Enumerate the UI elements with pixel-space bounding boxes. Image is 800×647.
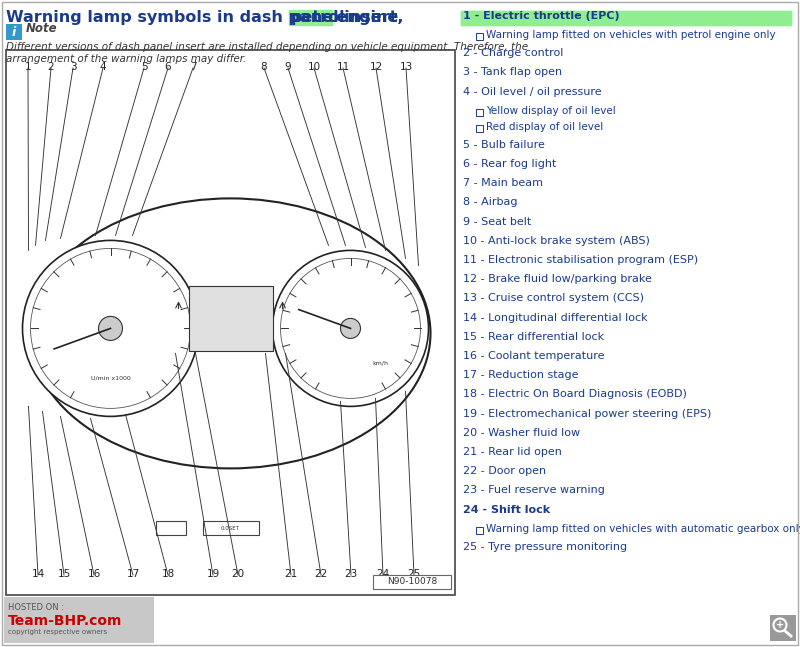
Circle shape: [98, 316, 122, 340]
Bar: [476, 527, 483, 534]
Text: 13 - Cruise control system (CCS): 13 - Cruise control system (CCS): [463, 293, 644, 303]
Bar: [476, 109, 483, 116]
Text: U/min x1000: U/min x1000: [90, 376, 130, 381]
Text: 3 - Tank flap open: 3 - Tank flap open: [463, 67, 562, 78]
Text: 11: 11: [336, 62, 350, 72]
Text: Warning lamp symbols in dash panel insert,: Warning lamp symbols in dash panel inser…: [6, 10, 409, 25]
Bar: [476, 33, 483, 40]
Text: copyright respective owners: copyright respective owners: [8, 629, 107, 635]
Bar: [189, 287, 273, 351]
Text: 1: 1: [25, 62, 31, 72]
Bar: [476, 125, 483, 132]
Text: i: i: [12, 25, 16, 39]
Text: arrangement of the warning lamps may differ.: arrangement of the warning lamps may dif…: [6, 54, 246, 64]
Text: 17: 17: [126, 569, 140, 579]
Circle shape: [341, 318, 361, 338]
Text: 21 - Rear lid open: 21 - Rear lid open: [463, 447, 562, 457]
Circle shape: [30, 248, 190, 408]
Text: 7 - Main beam: 7 - Main beam: [463, 178, 543, 188]
Circle shape: [281, 258, 421, 399]
Text: 7: 7: [190, 62, 196, 72]
Text: 6 - Rear fog light: 6 - Rear fog light: [463, 159, 556, 169]
Text: 16 - Coolant temperature: 16 - Coolant temperature: [463, 351, 605, 361]
Bar: [4, 597, 154, 643]
Text: 22: 22: [314, 569, 328, 579]
Text: 2 - Charge control: 2 - Charge control: [463, 48, 563, 58]
Text: 23 - Fuel reserve warning: 23 - Fuel reserve warning: [463, 485, 605, 496]
Text: 8: 8: [261, 62, 267, 72]
Text: 15 - Rear differential lock: 15 - Rear differential lock: [463, 332, 604, 342]
Text: Note: Note: [26, 23, 58, 36]
Text: 4 - Oil level / oil pressure: 4 - Oil level / oil pressure: [463, 87, 602, 96]
Bar: [461, 11, 791, 25]
Text: 14: 14: [31, 569, 45, 579]
Text: 25: 25: [407, 569, 421, 579]
Text: +: +: [776, 620, 784, 630]
Text: 4: 4: [100, 62, 106, 72]
Bar: [461, 11, 791, 25]
Text: 24 - Shift lock: 24 - Shift lock: [463, 505, 550, 514]
Text: 12 - Brake fluid low/parking brake: 12 - Brake fluid low/parking brake: [463, 274, 652, 284]
Text: Warning lamp fitted on vehicles with petrol engine only: Warning lamp fitted on vehicles with pet…: [486, 30, 776, 40]
Text: N90-10078: N90-10078: [387, 578, 437, 586]
Text: 21: 21: [284, 569, 298, 579]
Text: 20 - Washer fluid low: 20 - Washer fluid low: [463, 428, 580, 438]
Text: Warning lamp fitted on vehicles with automatic gearbox only: Warning lamp fitted on vehicles with aut…: [486, 524, 800, 534]
Text: Different versions of dash panel insert are installed depending on vehicle equip: Different versions of dash panel insert …: [6, 42, 528, 52]
Text: 19 - Electromechanical power steering (EPS): 19 - Electromechanical power steering (E…: [463, 409, 711, 419]
Text: 19: 19: [206, 569, 220, 579]
Bar: [770, 615, 796, 641]
Text: 23: 23: [344, 569, 358, 579]
Text: 12: 12: [370, 62, 382, 72]
Text: 14 - Longitudinal differential lock: 14 - Longitudinal differential lock: [463, 313, 648, 323]
Text: 3: 3: [70, 62, 76, 72]
Text: 5: 5: [141, 62, 147, 72]
Text: Yellow display of oil level: Yellow display of oil level: [486, 106, 616, 116]
Text: 9: 9: [285, 62, 291, 72]
Circle shape: [273, 250, 429, 406]
Ellipse shape: [30, 199, 430, 468]
Text: 15: 15: [58, 569, 70, 579]
Text: 9 - Seat belt: 9 - Seat belt: [463, 217, 531, 226]
Text: 0.0SET: 0.0SET: [221, 525, 240, 531]
Text: 24: 24: [376, 569, 390, 579]
Text: 10 - Anti-lock brake system (ABS): 10 - Anti-lock brake system (ABS): [463, 236, 650, 246]
Text: 11 - Electronic stabilisation program (ESP): 11 - Electronic stabilisation program (E…: [463, 255, 698, 265]
Bar: [6, 50, 455, 595]
Text: 6: 6: [165, 62, 171, 72]
Text: 17 - Reduction stage: 17 - Reduction stage: [463, 370, 578, 380]
Text: 25 - Tyre pressure monitoring: 25 - Tyre pressure monitoring: [463, 542, 627, 552]
Circle shape: [22, 241, 198, 417]
Text: 22 - Door open: 22 - Door open: [463, 466, 546, 476]
Text: 20: 20: [231, 569, 245, 579]
Text: Team-BHP.com: Team-BHP.com: [8, 614, 122, 628]
Text: 5 - Bulb failure: 5 - Bulb failure: [463, 140, 545, 150]
Bar: [373, 575, 451, 589]
Bar: [289, 10, 333, 25]
Text: 18 - Electric On Board Diagnosis (EOBD): 18 - Electric On Board Diagnosis (EOBD): [463, 389, 687, 399]
Text: engine: engine: [331, 10, 398, 25]
Bar: [155, 521, 186, 535]
Text: km/h: km/h: [373, 361, 389, 366]
Text: Red display of oil level: Red display of oil level: [486, 122, 603, 132]
Bar: [6, 24, 22, 40]
Text: 1 - Electric throttle (EPC): 1 - Electric throttle (EPC): [463, 11, 620, 21]
Text: 13: 13: [399, 62, 413, 72]
Text: HOSTED ON :: HOSTED ON :: [8, 603, 64, 612]
Bar: [202, 521, 258, 535]
Text: 18: 18: [162, 569, 174, 579]
Text: petrol: petrol: [291, 10, 346, 25]
Text: 8 - Airbag: 8 - Airbag: [463, 197, 518, 208]
Text: 16: 16: [87, 569, 101, 579]
Text: 2: 2: [48, 62, 54, 72]
Text: 10: 10: [307, 62, 321, 72]
